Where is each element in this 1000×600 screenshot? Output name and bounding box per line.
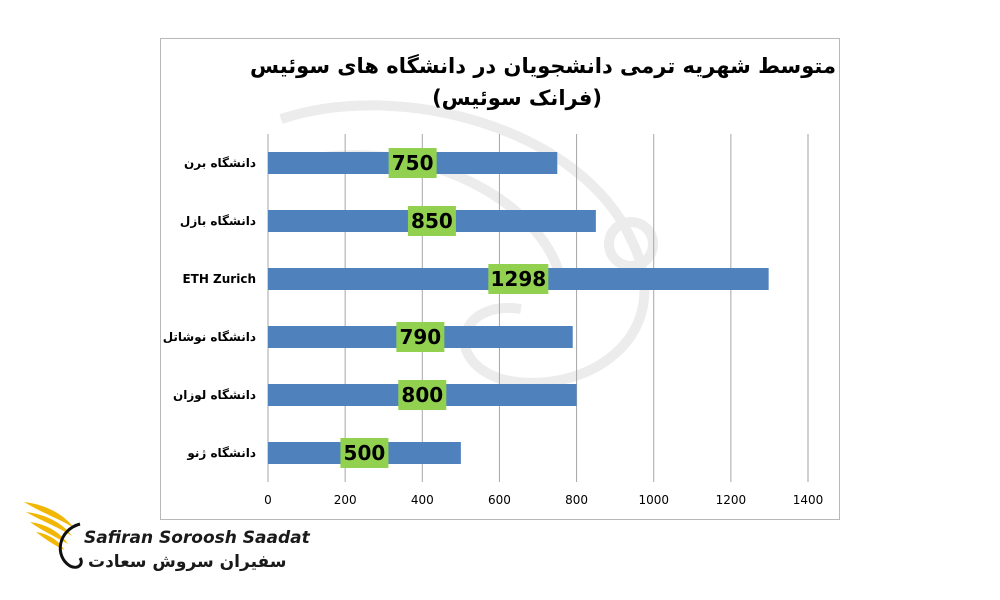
data-label-box-1	[407, 206, 456, 236]
x-tick-label-200: 200	[334, 493, 357, 507]
category-label-5: دانشگاه ژنو	[186, 446, 256, 461]
category-labels: دانشگاه برن دانشگاه بازل ETH Zurich دانشگاه…	[163, 156, 256, 461]
chart-frame: متوسط شهریه ترمی دانشجویان در دانشگاه ها…	[160, 38, 840, 520]
data-label-box-4	[398, 380, 447, 410]
x-tick-label-0: 0	[264, 493, 272, 507]
wing-logo-icon	[24, 502, 83, 569]
x-axis-tick-labels: 0 200 400 600 800 1000 1200 1400	[264, 493, 823, 507]
category-label-3: دانشگاه نوشاتل	[163, 330, 256, 345]
bar-chart: متوسط شهریه ترمی دانشجویان در دانشگاه ها…	[163, 53, 836, 507]
data-label-box-3	[396, 322, 445, 352]
brand-logo: Safiran Soroosh Saadat سفیران سروش سعادت	[22, 494, 310, 584]
brand-name-latin: Safiran Soroosh Saadat	[84, 528, 310, 548]
x-tick-label-1200: 1200	[716, 493, 747, 507]
category-label-2: ETH Zurich	[182, 272, 256, 286]
category-label-4: دانشگاه لوزان	[173, 388, 256, 403]
data-label-0: 750	[392, 151, 434, 175]
data-label-box-2	[488, 264, 549, 294]
data-labels: 750 850 1298 790 800 500	[340, 148, 549, 468]
grid-lines	[267, 134, 809, 482]
category-label-0: دانشگاه برن	[184, 156, 256, 170]
x-tick-label-400: 400	[411, 493, 434, 507]
data-label-4: 800	[401, 383, 443, 407]
chart-title: متوسط شهریه ترمی دانشجویان در دانشگاه ها…	[250, 53, 836, 78]
data-label-1: 850	[411, 209, 453, 233]
category-label-1: دانشگاه بازل	[180, 214, 256, 228]
x-tick-label-600: 600	[488, 493, 511, 507]
data-label-2: 1298	[490, 267, 546, 291]
data-label-box-5	[340, 438, 389, 468]
chart-subtitle: (فرانک سوئیس)	[432, 86, 602, 110]
x-tick-label-1000: 1000	[638, 493, 669, 507]
brand-name-persian: سفیران سروش سعادت	[88, 552, 287, 572]
x-tick-label-1400: 1400	[793, 493, 824, 507]
data-label-5: 500	[344, 441, 386, 465]
data-label-box-0	[388, 148, 437, 178]
data-label-3: 790	[399, 325, 441, 349]
x-tick-label-800: 800	[565, 493, 588, 507]
